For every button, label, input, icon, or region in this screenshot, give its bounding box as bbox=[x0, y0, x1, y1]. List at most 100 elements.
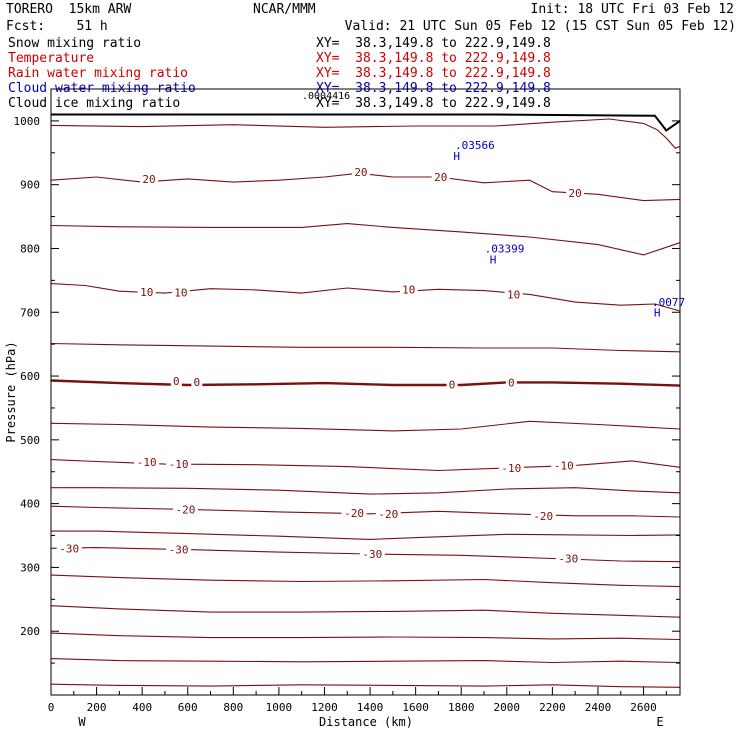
isotherm-label: -20 bbox=[344, 507, 364, 520]
isotherm-label-bg bbox=[375, 506, 401, 520]
cloud-water-extremum-label: H bbox=[490, 253, 497, 266]
isotherm-line bbox=[50, 658, 681, 664]
isotherm-line bbox=[50, 342, 681, 353]
isotherm-line bbox=[50, 605, 681, 618]
isotherm-label: -20 bbox=[378, 508, 398, 521]
isotherm-label-bg bbox=[399, 282, 418, 296]
isotherm-label: 20 bbox=[354, 166, 367, 179]
x-tick-label: 200 bbox=[87, 701, 107, 714]
x-tick-label: 1000 bbox=[266, 701, 293, 714]
y-tick-label: 700 bbox=[20, 306, 40, 319]
isotherm-label: -20 bbox=[533, 510, 553, 523]
plot-frame bbox=[50, 88, 681, 696]
x-axis-label: Distance (km) bbox=[319, 715, 413, 729]
isotherm-label-bg bbox=[530, 508, 556, 522]
x-tick-label: 1400 bbox=[357, 701, 384, 714]
isotherm-label-bg bbox=[498, 460, 524, 474]
y-tick-label: 800 bbox=[20, 242, 40, 255]
isotherm-label-bg bbox=[551, 458, 577, 472]
label-layer: -30 -30 -30 -30 -20 -20 -20 -20 -10 -10 -10 -10 0 0 0 0… bbox=[56, 139, 685, 565]
isotherm-label: 10 bbox=[174, 286, 187, 299]
field-name-rain: Rain water mixing ratio bbox=[8, 66, 189, 81]
isotherm-label-bg bbox=[566, 185, 585, 199]
y-axis-label: Pressure (hPa) bbox=[4, 341, 18, 442]
isotherm-label-bg bbox=[191, 374, 203, 388]
tick-layer: 0 200 400 600 800 1000 1200 1400 1600 1800 2000 220… bbox=[14, 88, 680, 714]
x-tick-label: 800 bbox=[223, 701, 243, 714]
isotherm-label-bg bbox=[170, 374, 182, 388]
cloud-water-extremum-label: .0077 bbox=[652, 296, 685, 309]
isotherm-label-bg bbox=[171, 285, 190, 299]
isotherm-label: 10 bbox=[140, 286, 153, 299]
x-tick-label: 2200 bbox=[539, 701, 566, 714]
x-tick-label: 2600 bbox=[630, 701, 657, 714]
isotherm-layer bbox=[50, 118, 681, 688]
isotherm-label: -30 bbox=[558, 552, 578, 565]
isotherm-label-bg bbox=[359, 547, 385, 561]
x-tick-label: 0 bbox=[48, 701, 55, 714]
terrain-line bbox=[51, 113, 681, 132]
isotherm-line bbox=[50, 505, 681, 518]
cloud-water-extremum-label: .03566 bbox=[455, 139, 495, 152]
field-xy-snow: XY= 38.3,149.8 to 222.9,149.8 bbox=[316, 36, 551, 51]
terrain-layer bbox=[51, 113, 681, 132]
y-tick-label: 900 bbox=[20, 179, 40, 192]
model-title: TORERO 15km ARW bbox=[6, 2, 132, 17]
west-end-label: W bbox=[78, 715, 86, 729]
isotherm-line bbox=[50, 420, 681, 432]
overlap-contour-label: .0004416 bbox=[302, 91, 351, 102]
isotherm-label: -30 bbox=[59, 542, 79, 555]
isotherm-label-bg bbox=[555, 551, 581, 565]
x-tick-label: 400 bbox=[132, 701, 152, 714]
isotherm-label-bg bbox=[351, 164, 370, 178]
isotherm-label: 0 bbox=[449, 378, 456, 391]
isotherm-label: 20 bbox=[142, 173, 155, 186]
isotherm-label-bg bbox=[446, 377, 458, 391]
isotherm-label-bg bbox=[505, 375, 517, 389]
isotherm-label: -10 bbox=[554, 459, 574, 472]
isotherm-label-bg bbox=[166, 542, 192, 556]
isotherm-label: -30 bbox=[169, 544, 189, 557]
y-tick-label: 400 bbox=[20, 498, 40, 511]
isotherm-line bbox=[51, 530, 681, 540]
isotherm-label: 10 bbox=[402, 283, 415, 296]
isotherm-label-bg bbox=[166, 457, 192, 471]
isotherm-label-bg bbox=[139, 171, 158, 185]
isotherm-label-bg bbox=[137, 284, 156, 298]
isotherm-label-bg bbox=[504, 287, 523, 301]
field-name-cloud-water: Cloud water mixing ratio bbox=[8, 81, 196, 96]
isotherm-label-bg bbox=[56, 541, 82, 555]
x-tick-label: 2000 bbox=[494, 701, 521, 714]
y-tick-label: 300 bbox=[20, 561, 40, 574]
isotherm-label: 20 bbox=[569, 187, 582, 200]
init-time: Init: 18 UTC Fri 03 Feb 12 bbox=[530, 2, 735, 17]
isotherm-label: -20 bbox=[176, 503, 196, 516]
center-label: NCAR/MMM bbox=[253, 2, 316, 17]
east-end-label: E bbox=[656, 715, 663, 729]
cloud-water-extremum-label: H bbox=[654, 306, 661, 319]
isotherm-line bbox=[50, 459, 681, 472]
y-tick-label: 600 bbox=[20, 370, 40, 383]
isotherm-line bbox=[51, 487, 681, 495]
freezing-level-isotherm bbox=[50, 379, 681, 387]
isotherm-label: -10 bbox=[137, 456, 157, 469]
isotherm-label: -10 bbox=[169, 458, 189, 471]
field-name-snow: Snow mixing ratio bbox=[8, 36, 142, 51]
x-tick-label: 2400 bbox=[585, 701, 612, 714]
isotherm-label: -30 bbox=[362, 548, 382, 561]
isotherm-label: 10 bbox=[507, 288, 520, 301]
isotherm-label-bg bbox=[134, 455, 160, 469]
isotherm-label-bg bbox=[431, 170, 450, 184]
valid-time: Valid: 21 UTC Sun 05 Feb 12 (15 CST Sun … bbox=[344, 19, 736, 34]
cloud-water-extremum-label: H bbox=[453, 150, 460, 163]
field-xy-temperature: XY= 38.3,149.8 to 222.9,149.8 bbox=[316, 51, 551, 66]
isotherm-line bbox=[50, 683, 681, 688]
isotherm-label-bg bbox=[172, 502, 198, 516]
field-xy-rain: XY= 38.3,149.8 to 222.9,149.8 bbox=[316, 66, 551, 81]
isotherm-label: 0 bbox=[508, 376, 515, 389]
isotherm-label: 0 bbox=[194, 376, 201, 389]
x-tick-label: 1800 bbox=[448, 701, 475, 714]
x-tick-label: 1200 bbox=[311, 701, 338, 714]
isotherm-line bbox=[50, 223, 681, 256]
